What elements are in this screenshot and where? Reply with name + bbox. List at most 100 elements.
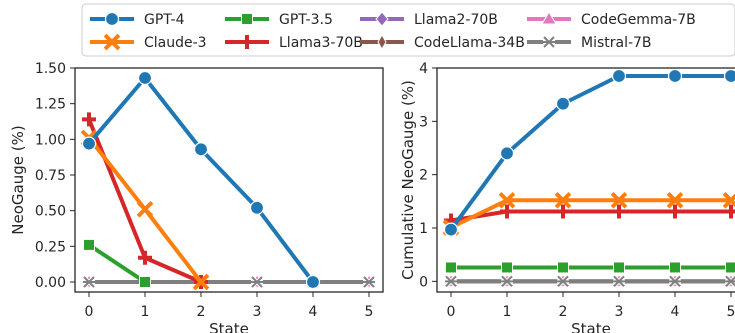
data-point <box>500 204 514 219</box>
data-point <box>193 142 209 157</box>
plot-area <box>442 68 735 290</box>
y-tick-label: 2 <box>419 168 428 184</box>
data-point <box>249 200 265 215</box>
y-tick-label: 0 <box>419 274 428 290</box>
legend-label: CodeGemma-7B <box>581 12 696 28</box>
x-tick-label: 1 <box>503 304 512 320</box>
x-tick-label: 5 <box>365 304 374 320</box>
series-gpt-3-5 <box>83 238 151 289</box>
legend-label: GPT-4 <box>144 12 185 28</box>
series-gpt-4 <box>81 70 321 290</box>
y-tick-label: 1.50 <box>35 61 66 77</box>
data-point <box>667 68 683 84</box>
data-point <box>556 204 570 219</box>
legend-item-codellama-34b: CodeLlama-34B <box>360 33 525 51</box>
data-point <box>139 276 151 289</box>
x-tick-label: 3 <box>253 304 262 320</box>
data-point <box>83 238 95 251</box>
legend-marker-gpt-4 <box>104 11 120 27</box>
legend-label: Llama3-70B <box>279 35 363 51</box>
data-point <box>555 96 571 111</box>
legend-marker-gpt-3-5 <box>241 13 253 25</box>
left-panel: 0.00 0.25 0.50 0.75 1.00 1.25 1.50 0 1 2 3 4 5 State N… <box>9 61 384 333</box>
data-point <box>556 274 570 288</box>
legend-item-claude-3: Claude-3 <box>90 33 207 51</box>
y-tick-label: 0.00 <box>35 275 66 291</box>
y-tick-label: 0.75 <box>35 168 66 184</box>
data-point <box>557 261 569 274</box>
y-tick-label: 4 <box>419 61 428 77</box>
data-point <box>82 275 96 289</box>
data-point <box>669 261 681 274</box>
series-gpt-3-5 <box>445 261 735 274</box>
legend-label: Claude-3 <box>144 35 207 51</box>
x-tick-label: 4 <box>671 304 680 320</box>
x-axis-label: State <box>209 320 249 333</box>
legend-item-codegemma-7b: CodeGemma-7B <box>527 11 696 28</box>
series-line <box>87 243 147 284</box>
data-point <box>82 112 96 127</box>
data-point <box>611 68 627 84</box>
axes-frame <box>74 67 384 293</box>
legend-marker-mistral-7b <box>542 35 556 49</box>
data-point <box>613 261 625 274</box>
legend-item-gpt-4: GPT-4 <box>90 11 185 28</box>
data-point <box>444 274 458 288</box>
legend-label: CodeLlama-34B <box>414 35 525 51</box>
data-point <box>250 275 264 289</box>
data-point <box>666 191 684 209</box>
data-point <box>610 191 628 209</box>
y-tick-label: 1.00 <box>35 132 66 148</box>
legend-marker-llama2-70b <box>375 11 389 27</box>
data-point <box>498 191 516 209</box>
y-tick-label: 3 <box>419 114 428 130</box>
y-tick-label: 1 <box>419 221 428 237</box>
data-point <box>445 261 457 274</box>
legend-label: Llama2-70B <box>414 12 498 28</box>
data-point <box>499 146 515 161</box>
data-point <box>136 200 154 218</box>
data-point <box>305 274 321 290</box>
y-axis-label: Cumulative NeoGauge (%) <box>399 80 417 280</box>
plot-area <box>80 70 377 291</box>
data-point <box>554 191 572 209</box>
data-point <box>724 274 735 288</box>
series-llama3-70b <box>82 112 208 290</box>
data-point <box>668 204 682 219</box>
x-tick-label: 5 <box>727 304 735 320</box>
x-tick-label: 0 <box>447 304 456 320</box>
data-point <box>668 274 682 288</box>
data-point <box>724 204 735 219</box>
series-line <box>449 74 731 231</box>
data-point <box>501 261 513 274</box>
series-mistral-7b <box>82 275 376 289</box>
data-point <box>192 273 210 291</box>
legend-label: GPT-3.5 <box>279 12 333 28</box>
x-tick-label: 2 <box>197 304 206 320</box>
x-tick-label: 3 <box>615 304 624 320</box>
legend-label: Mistral-7B <box>581 35 652 51</box>
x-tick-label: 2 <box>559 304 568 320</box>
x-tick-label: 1 <box>141 304 150 320</box>
series-line <box>450 209 731 223</box>
legend: GPT-4 GPT-3.5 Llama2-70B CodeGemma-7B Claude… <box>81 3 735 57</box>
series-line <box>450 198 731 230</box>
legend-item-llama2-70b: Llama2-70B <box>360 11 498 28</box>
data-point <box>137 70 153 86</box>
data-point <box>725 261 735 274</box>
data-point <box>723 68 735 84</box>
legend-item-mistral-7b: Mistral-7B <box>527 35 652 51</box>
legend-marker-claude-3 <box>103 33 121 51</box>
data-point <box>612 204 626 219</box>
x-tick-label: 0 <box>85 304 94 320</box>
y-tick-label: 0.50 <box>35 204 66 220</box>
x-axis-label: State <box>571 320 611 333</box>
y-tick-label: 1.25 <box>35 97 66 113</box>
legend-item-llama3-70b: Llama3-70B <box>225 35 363 51</box>
legend-marker-codegemma-7b <box>541 11 557 25</box>
series-gpt-4 <box>443 68 735 237</box>
legend-marker-llama3-70b <box>240 35 254 49</box>
right-panel: 0 1 2 3 4 0 1 2 3 4 5 State Cumulative NeoGauge (%) <box>399 61 735 333</box>
data-point <box>443 222 459 237</box>
